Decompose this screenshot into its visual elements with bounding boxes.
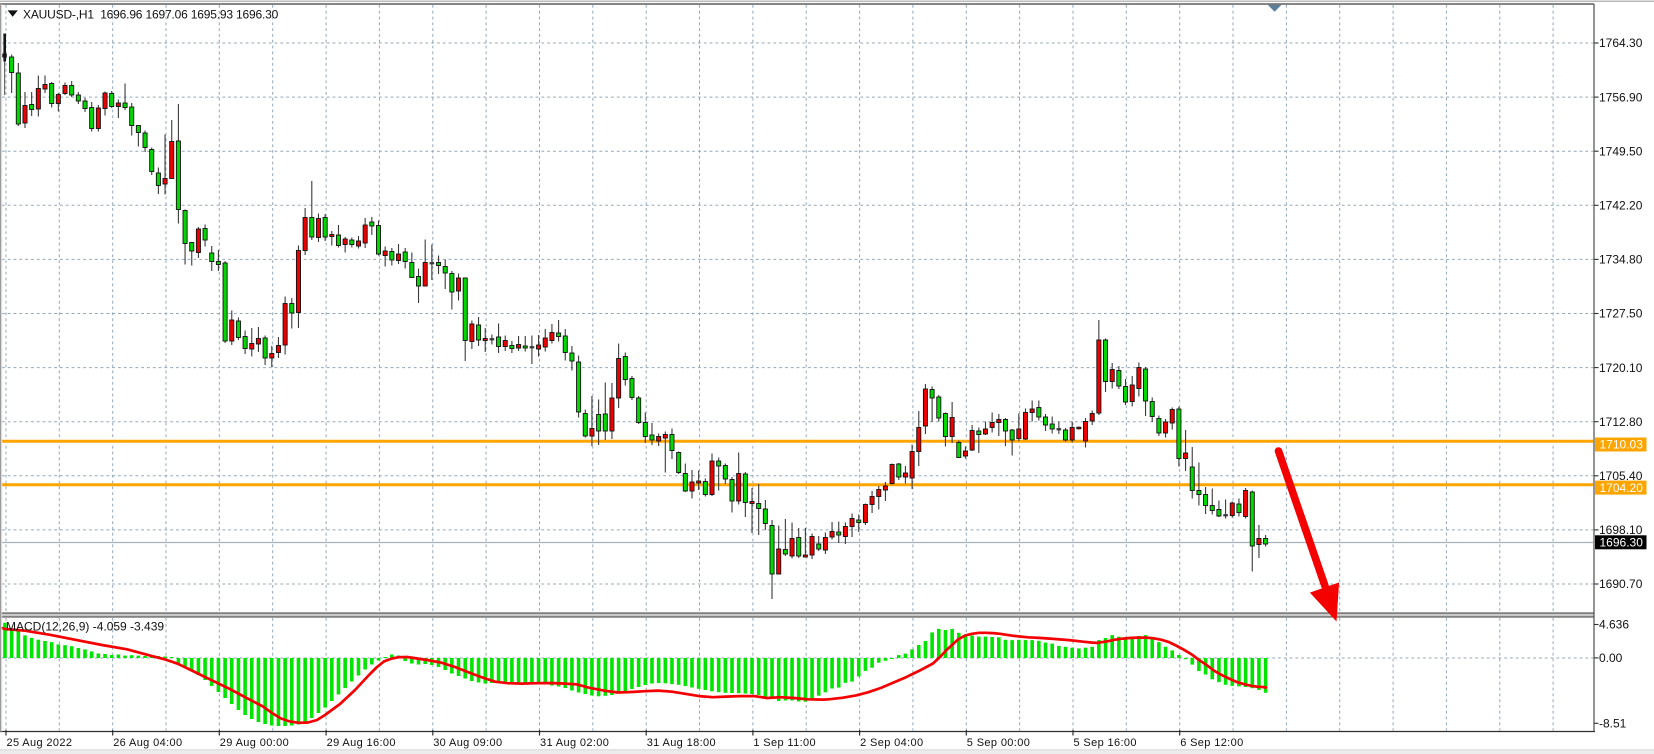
svg-text:1742.20: 1742.20 [1599, 199, 1643, 213]
svg-text:2 Sep 04:00: 2 Sep 04:00 [860, 737, 923, 749]
svg-text:1690.70: 1690.70 [1599, 577, 1643, 591]
svg-text:1712.80: 1712.80 [1599, 415, 1643, 429]
svg-text:-8.51: -8.51 [1599, 717, 1627, 731]
svg-text:1749.50: 1749.50 [1599, 144, 1643, 158]
svg-text:0.00: 0.00 [1599, 651, 1623, 665]
svg-text:XAUUSD-,H1 1696.96 1697.06 16: XAUUSD-,H1 1696.96 1697.06 1695.93 1696.… [23, 8, 279, 22]
svg-text:31 Aug 18:00: 31 Aug 18:00 [647, 737, 716, 749]
svg-text:5 Sep 16:00: 5 Sep 16:00 [1074, 737, 1137, 749]
svg-text:25 Aug 2022: 25 Aug 2022 [7, 737, 73, 749]
svg-text:31 Aug 02:00: 31 Aug 02:00 [540, 737, 609, 749]
svg-text:1727.50: 1727.50 [1599, 307, 1643, 321]
svg-text:1710.03: 1710.03 [1600, 438, 1644, 452]
svg-text:1 Sep 11:00: 1 Sep 11:00 [753, 737, 816, 749]
svg-text:1764.30: 1764.30 [1599, 36, 1643, 50]
svg-text:MACD(12,26,9) -4.059 -3.439: MACD(12,26,9) -4.059 -3.439 [6, 620, 164, 634]
svg-text:4.636: 4.636 [1599, 618, 1629, 632]
svg-text:29 Aug 00:00: 29 Aug 00:00 [220, 737, 289, 749]
svg-text:1704.20: 1704.20 [1600, 481, 1644, 495]
svg-text:1705.40: 1705.40 [1599, 469, 1643, 483]
svg-text:1734.80: 1734.80 [1599, 253, 1643, 267]
svg-text:6 Sep 12:00: 6 Sep 12:00 [1180, 737, 1243, 749]
svg-text:1696.30: 1696.30 [1600, 536, 1644, 550]
svg-text:29 Aug 16:00: 29 Aug 16:00 [327, 737, 396, 749]
svg-text:1720.10: 1720.10 [1599, 361, 1643, 375]
svg-text:30 Aug 09:00: 30 Aug 09:00 [433, 737, 502, 749]
svg-text:5 Sep 00:00: 5 Sep 00:00 [967, 737, 1030, 749]
svg-text:26 Aug 04:00: 26 Aug 04:00 [113, 737, 182, 749]
svg-text:1698.10: 1698.10 [1599, 523, 1643, 537]
svg-text:1756.90: 1756.90 [1599, 90, 1643, 104]
